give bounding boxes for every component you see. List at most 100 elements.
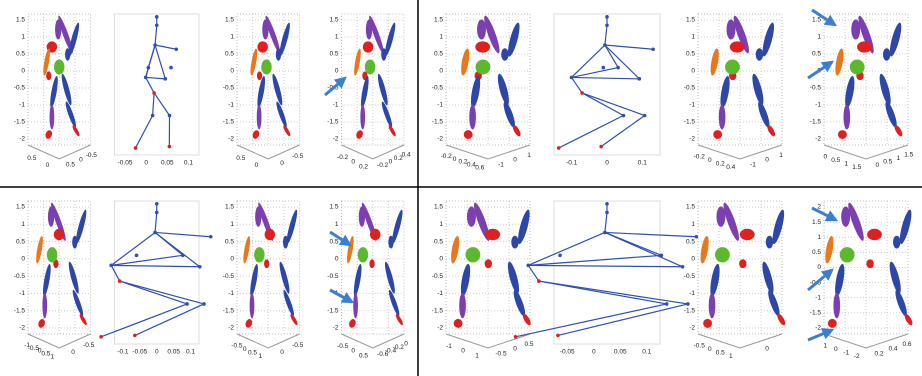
body-part <box>46 71 52 81</box>
joint <box>163 77 168 81</box>
body-part <box>261 59 272 75</box>
body-part <box>777 313 786 326</box>
body-part <box>254 247 265 263</box>
panel: -0.1 -0.05 0 0.05 0.1 <box>99 200 213 356</box>
x-tick-label: -0.5 <box>28 345 40 352</box>
body-part <box>358 206 366 227</box>
y-tick-label: 1 <box>439 34 443 41</box>
x-tick-label: 0 <box>243 346 247 353</box>
body-part <box>369 15 384 54</box>
y-tick-label: -1.5 <box>223 119 235 126</box>
y-tick-label: 0.5 <box>16 238 25 245</box>
y-tick-label: -0.5 <box>327 273 339 280</box>
bone <box>604 231 697 238</box>
floor-edge <box>341 333 405 349</box>
body-part <box>356 130 363 139</box>
body-part <box>257 41 268 53</box>
y-tick-label: 1 <box>817 34 821 41</box>
bone <box>147 44 156 68</box>
joint <box>134 253 139 258</box>
joint <box>513 335 518 339</box>
y-tick-label: 1 <box>335 34 339 41</box>
bone <box>604 44 640 80</box>
y-tick-label: 0.5 <box>434 51 443 58</box>
body-part <box>36 235 43 264</box>
y-tick-label: -1.5 <box>810 119 822 126</box>
bone <box>153 92 171 116</box>
body-part <box>384 22 396 57</box>
bone <box>145 77 155 94</box>
body-part <box>256 104 262 130</box>
y-tick-label: -0.5 <box>810 85 822 92</box>
joint <box>153 230 157 235</box>
y-tick-label: -1.5 <box>432 119 444 126</box>
body-part <box>839 247 855 263</box>
z-tick-label: -0.5 <box>495 350 507 357</box>
z-tick-label: 0.5 <box>883 158 892 165</box>
z-tick-label: -0.4 <box>385 347 397 354</box>
joint <box>580 91 584 95</box>
panel: -0.05 0 0.05 0.1 <box>513 200 699 356</box>
y-tick-label: 0 <box>335 256 339 263</box>
y-tick-label: -0.5 <box>14 273 26 280</box>
bone <box>152 92 155 116</box>
body-part <box>729 41 745 53</box>
y-tick-label: -0.5 <box>223 85 235 92</box>
bone <box>154 44 177 50</box>
plot-box <box>27 200 91 335</box>
z-tick-label: -0.2 <box>377 162 389 169</box>
body-part <box>725 59 740 75</box>
joint <box>208 234 213 239</box>
x-tick-label: 0 <box>255 162 259 169</box>
body-part <box>714 247 730 263</box>
joint <box>621 113 626 118</box>
z-tick-label: 0.4 <box>402 151 411 158</box>
bone <box>110 231 156 266</box>
body-part <box>72 125 80 137</box>
floor-edge <box>445 144 531 160</box>
y-tick-label: 1.5 <box>16 17 25 24</box>
panel: -0.05 0 0.05 0.1 <box>114 13 200 167</box>
y-tick-label: -2 <box>228 136 234 143</box>
body-part <box>512 125 521 137</box>
bone <box>155 231 211 238</box>
body-part <box>507 261 520 294</box>
z-tick-label: 0.2 <box>874 350 883 357</box>
z-tick-label: -0.5 <box>86 152 98 159</box>
x-tick-label: 0.6 <box>475 164 484 171</box>
z-tick-label: 0 <box>280 349 284 356</box>
floor-edge <box>445 333 531 349</box>
bone <box>581 92 624 117</box>
y-tick-label: 1 <box>21 221 25 228</box>
body-part <box>381 48 387 61</box>
x-tick-label: 0.1 <box>186 349 195 356</box>
y-tick-label: 0.5 <box>225 238 234 245</box>
x-tick-label: -0.5 <box>337 343 349 350</box>
body-part <box>38 319 45 328</box>
body-part <box>245 319 253 328</box>
body-part <box>710 263 720 297</box>
joint <box>153 43 157 47</box>
body-part <box>765 235 774 249</box>
body-part <box>484 259 492 269</box>
panel: 1.510.50-0.5-1-1.5-2-0.5 0 0.5 10-0.5 <box>223 200 304 360</box>
body-part <box>713 130 723 139</box>
body-part <box>513 289 526 317</box>
panel: 1.510.50-0.5-1-1.5-2-1-0.50 0.5 10-0.5 <box>14 200 95 360</box>
joint <box>651 47 655 52</box>
joint <box>167 144 172 149</box>
body-part <box>395 313 403 326</box>
x-tick-label: -0.05 <box>118 160 133 167</box>
z-tick-label: 0 <box>765 346 769 353</box>
y-tick-label: 1 <box>230 34 234 41</box>
y-tick-label: 2 <box>817 204 821 211</box>
y-tick-label: -1 <box>228 290 234 297</box>
x-tick-label: 0.1 <box>642 349 651 356</box>
body-part <box>75 209 87 245</box>
body-part <box>72 289 84 317</box>
bone <box>135 115 154 149</box>
y-tick-label: -1 <box>19 102 25 109</box>
body-part <box>47 206 55 227</box>
y-tick-label: -2 <box>333 325 339 332</box>
body-part <box>353 292 358 319</box>
